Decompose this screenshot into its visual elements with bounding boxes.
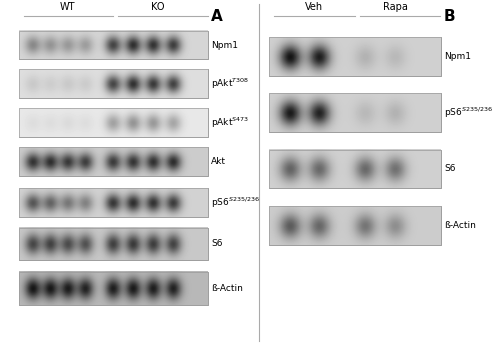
Bar [19, 69, 208, 98]
Text: Akt: Akt [211, 157, 226, 166]
Text: Veh: Veh [305, 2, 323, 12]
Text: S6: S6 [211, 239, 222, 249]
Bar [269, 150, 441, 188]
Text: B: B [444, 9, 456, 24]
Bar [269, 206, 441, 245]
Text: Npm1: Npm1 [444, 52, 471, 61]
Text: pS6$^{S235/236}$: pS6$^{S235/236}$ [211, 195, 260, 209]
Bar [19, 69, 208, 98]
Bar [19, 31, 208, 59]
Bar [19, 272, 208, 305]
Bar [269, 93, 441, 132]
Text: KO: KO [151, 2, 164, 12]
Bar [19, 188, 208, 217]
Bar [19, 188, 208, 217]
Bar [269, 37, 441, 76]
Text: pAkt$^{T308}$: pAkt$^{T308}$ [211, 77, 249, 91]
Bar [269, 150, 441, 188]
Text: pAkt$^{S473}$: pAkt$^{S473}$ [211, 116, 249, 130]
Bar [19, 108, 208, 137]
Text: WT: WT [60, 2, 75, 12]
Bar [19, 272, 208, 305]
Text: A: A [211, 9, 223, 24]
Text: S6: S6 [444, 164, 456, 174]
Bar [269, 93, 441, 132]
Text: pS6$^{S235/236}$: pS6$^{S235/236}$ [444, 106, 493, 120]
Bar [19, 108, 208, 137]
Bar [269, 37, 441, 76]
Text: ß-Actin: ß-Actin [444, 221, 476, 230]
Bar [269, 206, 441, 245]
Bar [19, 147, 208, 176]
Text: ß-Actin: ß-Actin [211, 284, 243, 293]
Bar [19, 147, 208, 176]
Text: Npm1: Npm1 [211, 40, 238, 50]
Bar [19, 31, 208, 59]
Text: Rapa: Rapa [382, 2, 407, 12]
Bar [19, 228, 208, 260]
Bar [19, 228, 208, 260]
